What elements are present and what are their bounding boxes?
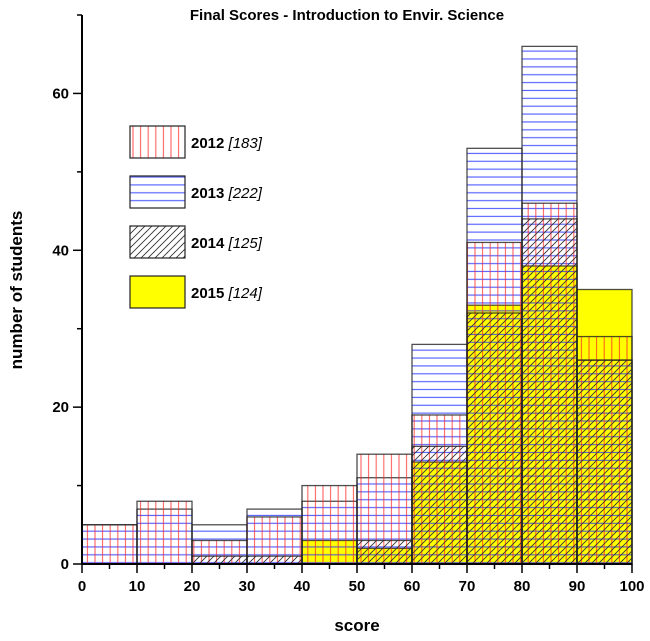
x-tick-label: 0 [78,578,86,595]
chart-title: Final Scores - Introduction to Envir. Sc… [190,7,504,24]
x-axis-label: score [334,616,379,635]
bar-2014-bin-60 [411,445,468,565]
legend-label-2013: 2013 [222] [191,185,263,202]
legend-item-2013: 2013 [222] [129,175,263,209]
bar-2014-bin-90 [576,359,633,565]
x-tick-label: 50 [349,578,366,595]
legend-label-2014: 2014 [125] [191,235,263,252]
bar-2014-bin-30 [246,555,303,565]
bar-2014-bin-50 [356,539,413,565]
legend-label-2012: 2012 [183] [191,135,263,152]
y-tick-label: 40 [52,242,69,259]
x-tick-label: 80 [514,578,531,595]
bar-2012-bin-0 [81,524,138,565]
x-tick-label: 90 [569,578,586,595]
y-axis-label: number of students [7,211,26,370]
bar-2012-bin-10 [136,500,193,565]
x-tick-label: 10 [129,578,146,595]
y-tick-label: 0 [61,556,69,573]
y-tick-label: 60 [52,85,69,102]
legend: 2012 [183] 2013 [222] 2014 [125] 2015 [124] [129,125,263,309]
legend-swatch-2012 [129,125,186,159]
legend-label-2015: 2015 [124] [191,285,263,302]
legend-item-2012: 2012 [183] [129,125,263,159]
bar-2014-bin-20 [191,555,248,565]
bar-2014-bin-70 [466,312,523,565]
legend-swatch-2014 [129,225,186,259]
y-tick-label: 20 [52,399,69,416]
bar-2014-bin-80 [521,218,578,565]
x-tick-label: 30 [239,578,256,595]
x-tick-label: 70 [459,578,476,595]
x-tick-label: 20 [184,578,201,595]
x-tick-label: 100 [619,578,644,595]
legend-item-2015: 2015 [124] [129,275,263,309]
legend-swatch-2013 [129,175,186,209]
legend-swatch-2015 [129,275,186,309]
legend-item-2014: 2014 [125] [129,225,263,259]
x-tick-label: 40 [294,578,311,595]
bar-2012-bin-40 [301,484,358,565]
x-tick-label: 60 [404,578,421,595]
